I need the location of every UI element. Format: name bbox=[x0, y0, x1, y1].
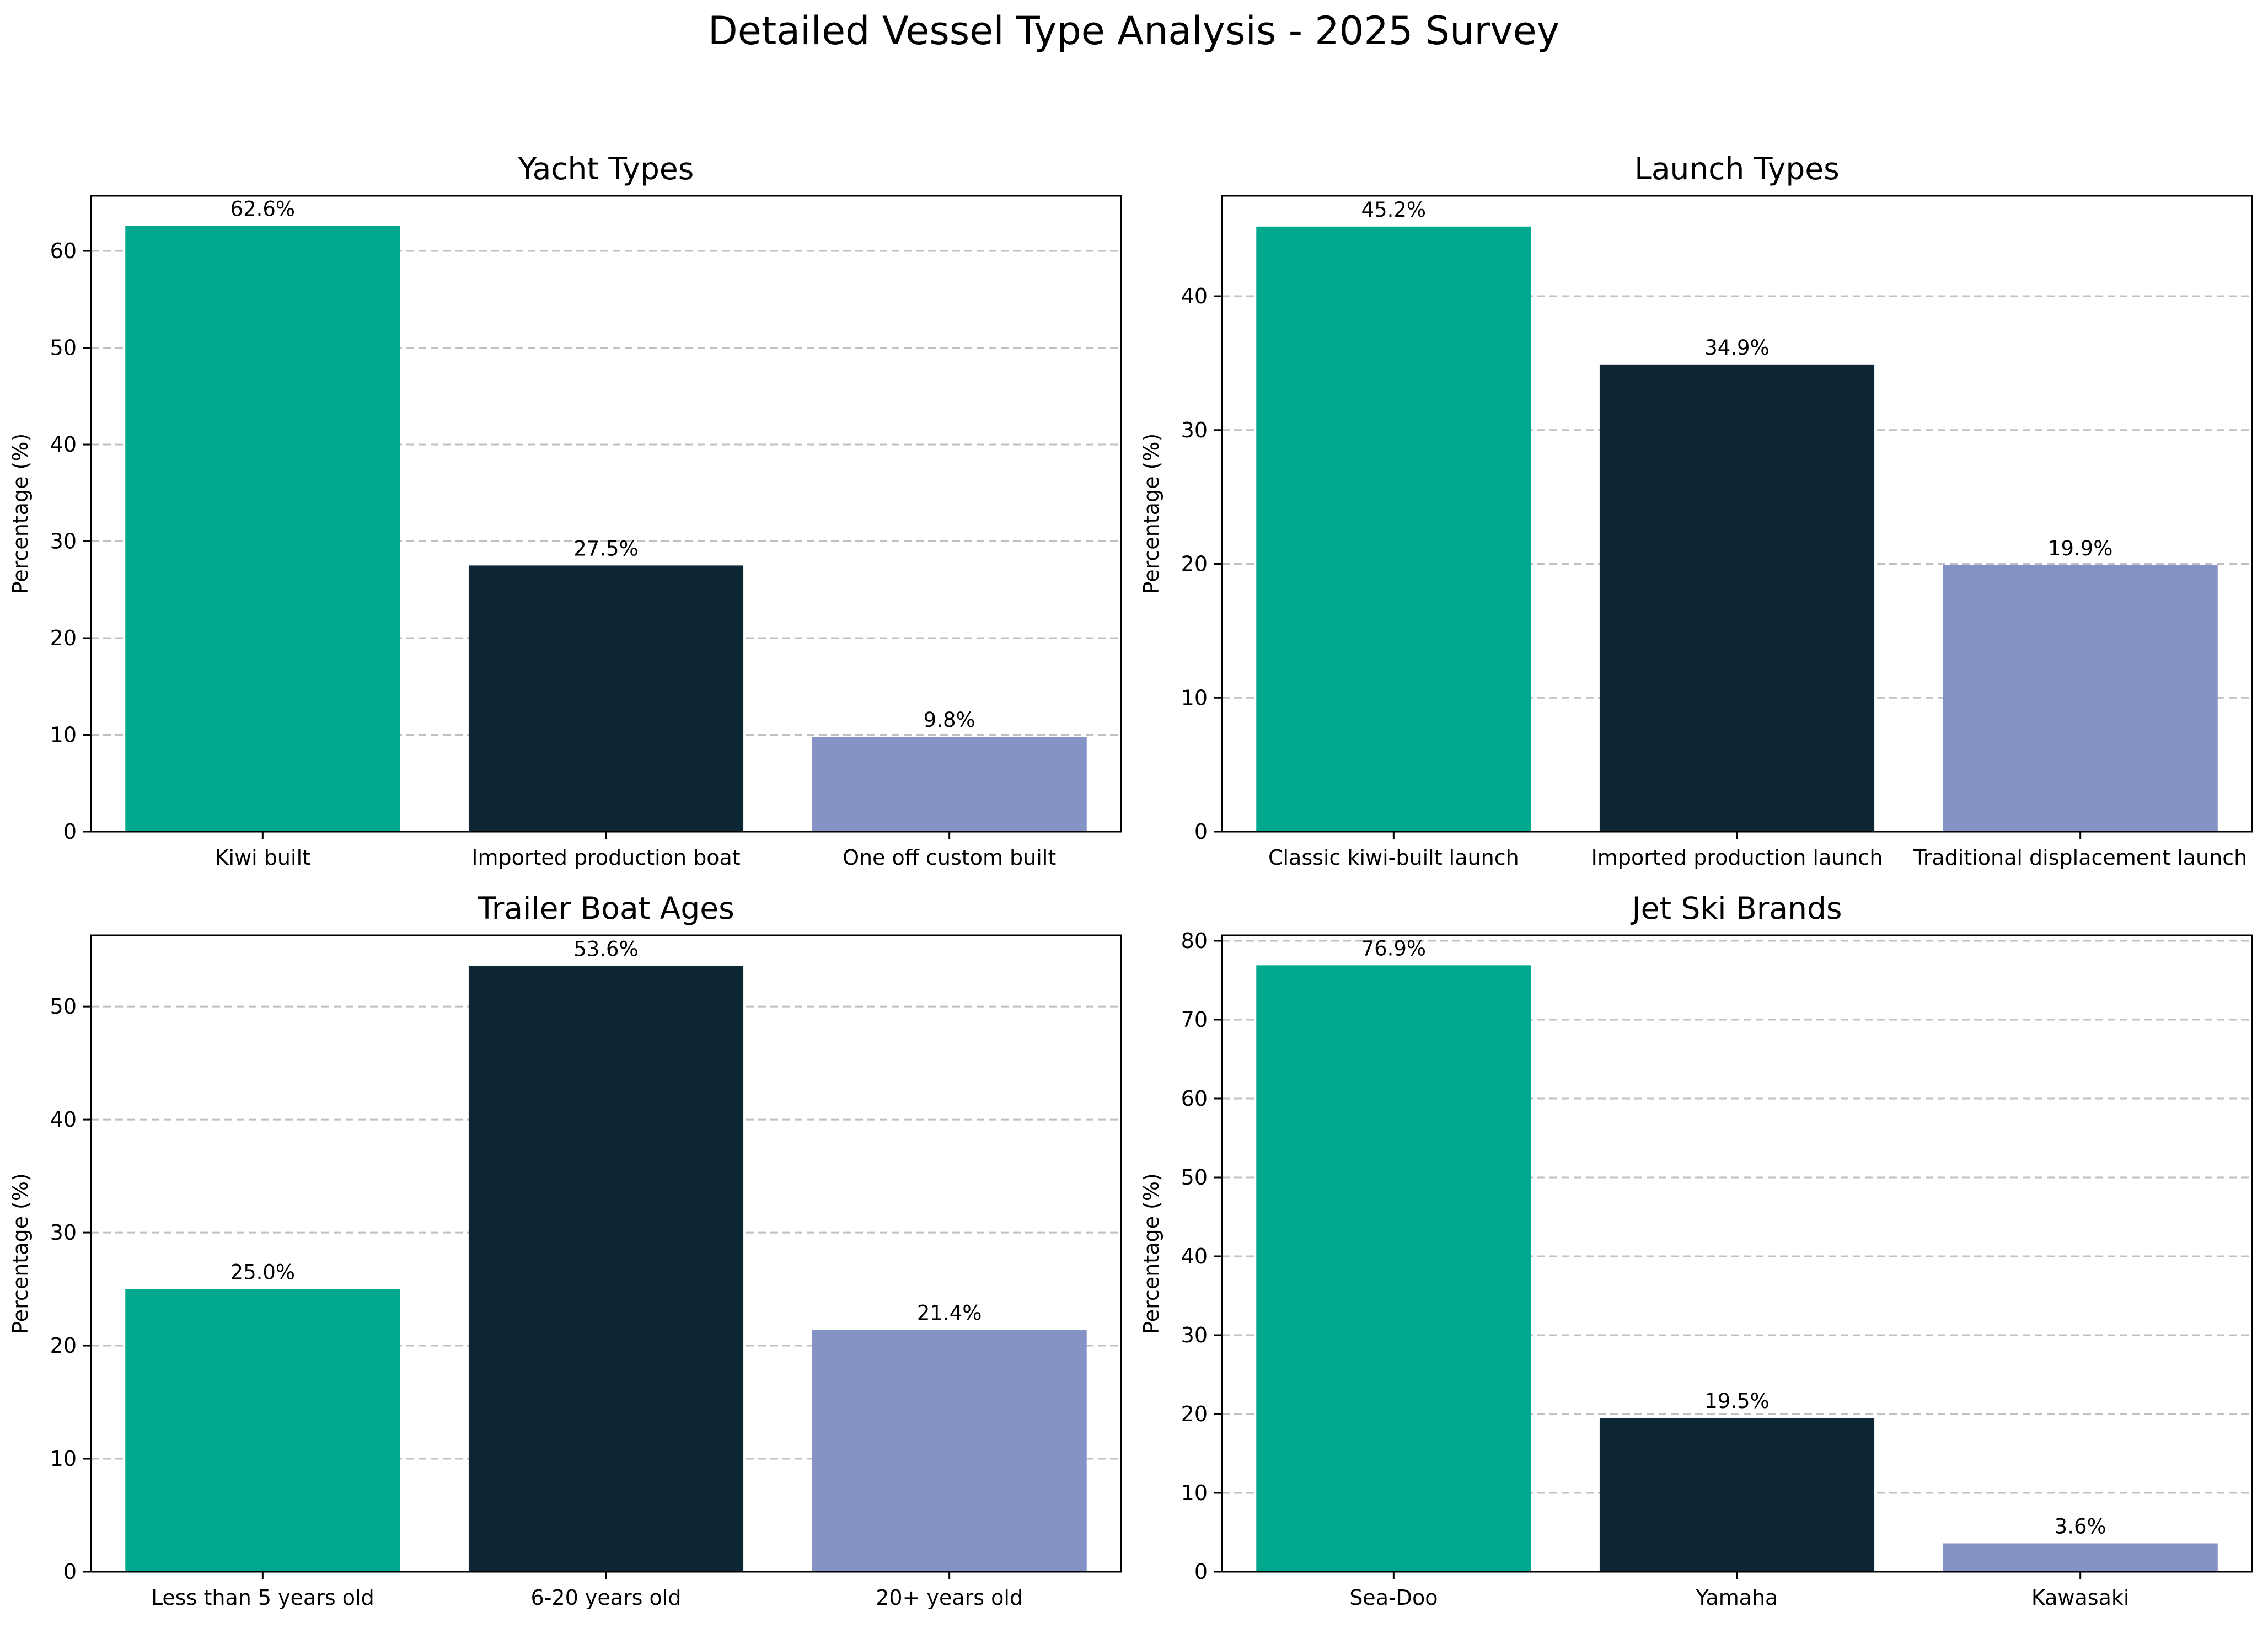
bar bbox=[1256, 226, 1531, 832]
bar bbox=[812, 737, 1087, 832]
bar bbox=[125, 226, 400, 832]
y-tick-label: 40 bbox=[1181, 1244, 1208, 1268]
bar-value-label: 76.9% bbox=[1361, 936, 1427, 960]
chart-title: Launch Types bbox=[1634, 151, 1840, 186]
x-tick-label: 20+ years old bbox=[876, 1586, 1023, 1610]
x-tick-label: One off custom built bbox=[843, 845, 1056, 870]
plot-frame bbox=[90, 934, 1122, 1573]
x-tick-label: Imported production boat bbox=[471, 845, 740, 870]
bar-value-label: 34.9% bbox=[1704, 336, 1770, 360]
x-tick-label: Kiwi built bbox=[215, 845, 310, 870]
y-tick-label: 10 bbox=[50, 1447, 77, 1471]
x-tick-label: 6-20 years old bbox=[531, 1586, 682, 1610]
y-tick-label: 20 bbox=[50, 626, 77, 650]
bar-value-label: 21.4% bbox=[917, 1301, 982, 1325]
chart-panel: 45.2% Classic kiwi-built launch 34.9% Impor… bbox=[1139, 151, 2253, 870]
x-tick-label: Yamaha bbox=[1696, 1586, 1778, 1610]
y-tick-label: 50 bbox=[50, 336, 77, 360]
chart-panel: 76.9% Sea-Doo 19.5% Yamaha 3.6% Kawasaki 0 10 20… bbox=[1139, 891, 2253, 1610]
y-tick-label: 0 bbox=[1194, 1560, 1208, 1584]
y-tick-label: 70 bbox=[1181, 1008, 1208, 1032]
y-tick-label: 80 bbox=[1181, 929, 1208, 953]
bar-value-label: 45.2% bbox=[1361, 198, 1427, 222]
y-tick-label: 50 bbox=[50, 994, 77, 1019]
bar bbox=[468, 966, 744, 1572]
x-tick-label: Traditional displacement launch bbox=[1913, 845, 2247, 870]
x-tick-label: Kawasaki bbox=[2031, 1586, 2130, 1610]
chart-title: Trailer Boat Ages bbox=[477, 891, 734, 926]
y-axis-label: Percentage (%) bbox=[1139, 1173, 1164, 1334]
chart-title: Jet Ski Brands bbox=[1630, 891, 1842, 926]
bar-value-label: 27.5% bbox=[573, 537, 639, 560]
bar bbox=[125, 1289, 400, 1572]
y-tick-label: 40 bbox=[50, 1107, 77, 1132]
bar-value-label: 9.8% bbox=[924, 708, 975, 732]
x-tick-label: Classic kiwi-built launch bbox=[1268, 845, 1519, 870]
y-tick-label: 40 bbox=[1181, 284, 1208, 308]
plot-frame bbox=[1221, 195, 2253, 833]
y-tick-label: 60 bbox=[1181, 1086, 1208, 1111]
y-tick-label: 10 bbox=[50, 723, 77, 747]
y-tick-label: 30 bbox=[50, 529, 77, 554]
y-tick-label: 40 bbox=[50, 432, 77, 457]
y-tick-label: 30 bbox=[1181, 418, 1208, 442]
bar bbox=[468, 565, 744, 832]
bar bbox=[812, 1330, 1087, 1572]
bar-value-label: 3.6% bbox=[2055, 1515, 2106, 1539]
bar-value-label: 25.0% bbox=[230, 1261, 296, 1284]
chart-title: Yacht Types bbox=[518, 151, 694, 186]
y-tick-label: 60 bbox=[50, 239, 77, 263]
y-tick-label: 30 bbox=[50, 1220, 77, 1245]
bar-value-label: 19.9% bbox=[2048, 537, 2113, 560]
y-tick-label: 20 bbox=[1181, 1402, 1208, 1426]
bar bbox=[1943, 565, 2218, 832]
bar-value-label: 19.5% bbox=[1704, 1389, 1770, 1413]
y-axis-label: Percentage (%) bbox=[8, 433, 33, 595]
x-tick-label: Sea-Doo bbox=[1349, 1586, 1438, 1610]
bar-value-label: 62.6% bbox=[230, 197, 296, 221]
x-tick-label: Less than 5 years old bbox=[151, 1586, 374, 1610]
chart-panels: 62.6% Kiwi built 27.5% Imported production … bbox=[8, 151, 2253, 1610]
bar bbox=[1599, 364, 1875, 832]
figure-title: Detailed Vessel Type Analysis - 2025 Sur… bbox=[708, 8, 1559, 53]
chart-panel: 25.0% Less than 5 years old 53.6% 6-20 year… bbox=[8, 891, 1122, 1610]
y-tick-label: 10 bbox=[1181, 686, 1208, 710]
bar-value-label: 53.6% bbox=[573, 937, 639, 961]
x-tick-label: Imported production launch bbox=[1591, 845, 1883, 870]
y-tick-label: 0 bbox=[1194, 820, 1208, 844]
y-tick-label: 0 bbox=[63, 1560, 77, 1584]
bar bbox=[1943, 1543, 2218, 1572]
y-tick-label: 20 bbox=[1181, 552, 1208, 576]
bar bbox=[1599, 1418, 1875, 1572]
plot-frame bbox=[90, 195, 1122, 833]
y-tick-label: 20 bbox=[50, 1334, 77, 1358]
bar bbox=[1256, 965, 1531, 1572]
y-tick-label: 0 bbox=[63, 820, 77, 844]
y-tick-label: 50 bbox=[1181, 1165, 1208, 1190]
y-axis-label: Percentage (%) bbox=[1139, 433, 1164, 595]
chart-panel: 62.6% Kiwi built 27.5% Imported production … bbox=[8, 151, 1122, 870]
y-tick-label: 30 bbox=[1181, 1323, 1208, 1347]
plot-frame bbox=[1221, 934, 2253, 1573]
y-axis-label: Percentage (%) bbox=[8, 1173, 33, 1334]
y-tick-label: 10 bbox=[1181, 1481, 1208, 1505]
